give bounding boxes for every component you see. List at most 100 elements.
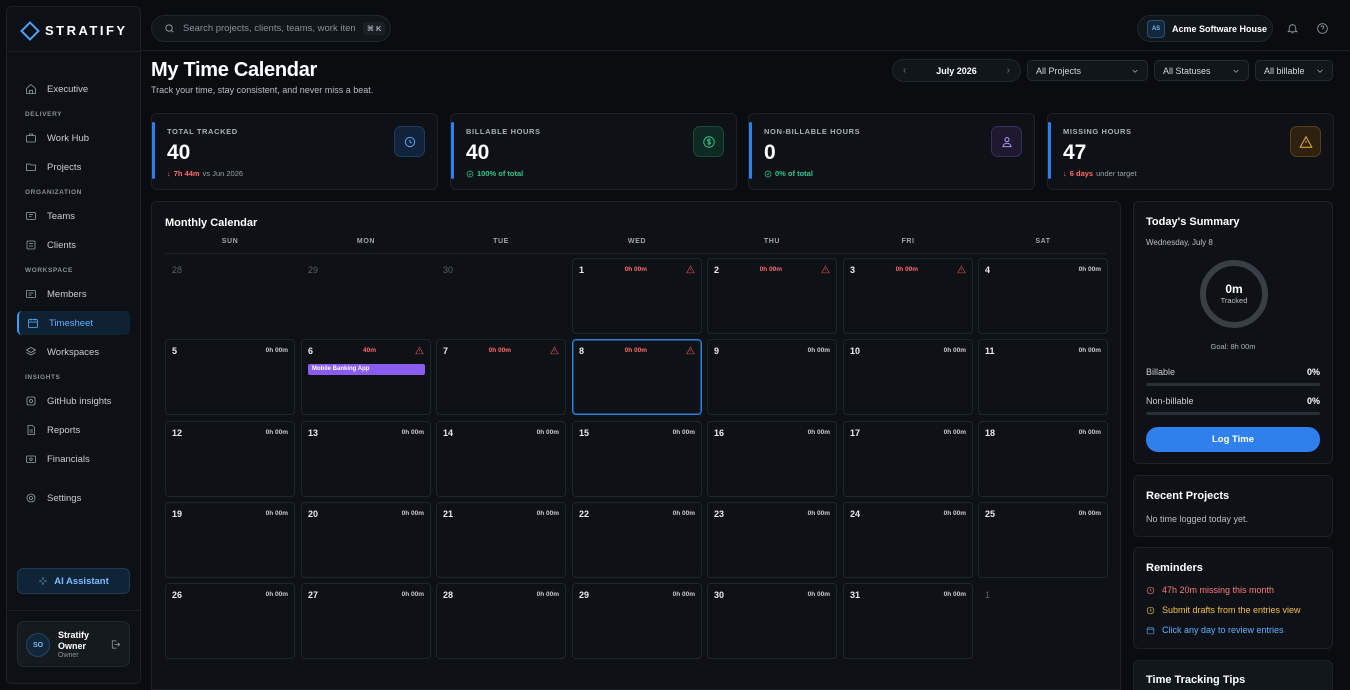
weekday-sun: SUN: [221, 238, 239, 245]
warning-icon: [686, 265, 695, 274]
calendar-day[interactable]: 25 0h 00m: [978, 502, 1108, 578]
calendar-day[interactable]: 27 0h 00m: [301, 583, 431, 659]
sidebar-item-members[interactable]: Members: [17, 282, 130, 306]
chevron-right-icon[interactable]: ›: [1006, 65, 1010, 76]
day-number: 10: [850, 346, 861, 356]
calendar-day[interactable]: 22 0h 00m: [572, 502, 702, 578]
sidebar-item-github-insights[interactable]: GitHub insights: [17, 389, 130, 413]
day-number: 13: [308, 428, 319, 438]
calendar-day[interactable]: 30: [436, 258, 566, 334]
day-number: 28: [172, 265, 183, 275]
calendar-day[interactable]: 30 0h 00m: [707, 583, 837, 659]
calendar-day[interactable]: 21 0h 00m: [436, 502, 566, 578]
workspace-switcher[interactable]: AS Acme Software House: [1137, 15, 1273, 42]
calendar-day[interactable]: 31 0h 00m: [843, 583, 973, 659]
bell-icon[interactable]: [1286, 22, 1299, 35]
ai-assistant-button[interactable]: AI Assistant: [17, 568, 130, 594]
calendar-day[interactable]: 28: [165, 258, 295, 334]
reminder-review-entries[interactable]: Click any day to review entries: [1146, 625, 1284, 635]
billable-filter[interactable]: All billable: [1255, 60, 1333, 81]
time-entry-chip[interactable]: Mobile Banking App: [308, 364, 425, 375]
sidebar-item-settings[interactable]: Settings: [17, 486, 130, 510]
day-number: 29: [308, 265, 319, 275]
day-number: 1: [985, 590, 991, 600]
tips-title: Time Tracking Tips: [1146, 674, 1246, 686]
monthly-calendar: Monthly Calendar SUN MON TUE WED THU FRI SAT 2…: [151, 201, 1121, 690]
calendar-day[interactable]: 3 0h 00m: [843, 258, 973, 334]
sidebar-item-clients[interactable]: Clients: [17, 233, 130, 257]
projects-filter-value: All Projects: [1036, 65, 1082, 76]
calendar-day[interactable]: 5 0h 00m: [165, 339, 295, 415]
calendar-day[interactable]: 16 0h 00m: [707, 421, 837, 497]
calendar-day[interactable]: 4 0h 00m: [978, 258, 1108, 334]
sidebar-item-label: Timesheet: [49, 317, 93, 329]
day-number: 8: [579, 346, 585, 356]
calendar-title: Monthly Calendar: [165, 217, 258, 229]
calendar-day[interactable]: 9 0h 00m: [707, 339, 837, 415]
user-card[interactable]: SO Stratify Owner Owner: [17, 621, 130, 667]
calendar-day[interactable]: 29 0h 00m: [572, 583, 702, 659]
stat-accent: [152, 122, 155, 179]
statuses-filter[interactable]: All Statuses: [1154, 60, 1249, 81]
arrow-down-icon: ↓: [167, 169, 171, 178]
non-billable-progress-bar: [1146, 412, 1320, 415]
calendar-day[interactable]: 15 0h 00m: [572, 421, 702, 497]
day-number: 16: [714, 428, 725, 438]
non-billable-label: Non-billable: [1146, 396, 1194, 406]
weekday-sat: SAT: [1035, 238, 1051, 245]
sidebar-item-projects[interactable]: Projects: [17, 155, 130, 179]
calendar-day[interactable]: 13 0h 00m: [301, 421, 431, 497]
calendar-day[interactable]: 1 0h 00m: [572, 258, 702, 334]
calendar-day[interactable]: 12 0h 00m: [165, 421, 295, 497]
sidebar-item-label: Financials: [47, 453, 90, 465]
sidebar-item-work-hub[interactable]: Work Hub: [17, 126, 130, 150]
chevron-left-icon[interactable]: ‹: [903, 65, 907, 76]
calendar-day[interactable]: 11 0h 00m: [978, 339, 1108, 415]
page-subtitle: Track your time, stay consistent, and ne…: [151, 85, 374, 95]
search-icon: [165, 24, 174, 33]
weekday-wed: WED: [627, 238, 647, 245]
reminder-missing-hours[interactable]: 47h 20m missing this month: [1146, 585, 1274, 595]
calendar-day[interactable]: 1: [978, 583, 1108, 659]
sidebar-item-label: Executive: [47, 83, 89, 95]
sidebar-item-reports[interactable]: Reports: [17, 418, 130, 442]
calendar-day[interactable]: 7 0h 00m: [436, 339, 566, 415]
sidebar-item-label: GitHub insights: [47, 395, 112, 407]
calendar-day[interactable]: 29: [301, 258, 431, 334]
warning-icon: [550, 346, 559, 355]
calendar-day[interactable]: 24 0h 00m: [843, 502, 973, 578]
clients-icon: [26, 240, 36, 250]
calendar-day[interactable]: 28 0h 00m: [436, 583, 566, 659]
calendar-day[interactable]: 2 0h 00m: [707, 258, 837, 334]
search-input[interactable]: [183, 23, 355, 34]
calendar-day[interactable]: 18 0h 00m: [978, 421, 1108, 497]
calendar-day[interactable]: 26 0h 00m: [165, 583, 295, 659]
sidebar-item-executive[interactable]: Executive: [17, 77, 130, 101]
sidebar-item-workspaces[interactable]: Workspaces: [17, 340, 130, 364]
projects-filter[interactable]: All Projects: [1027, 60, 1148, 81]
weekday-thu: THU: [763, 238, 781, 245]
app-logo[interactable]: STRATIFY: [20, 20, 128, 41]
sidebar-item-financials[interactable]: Financials: [17, 447, 130, 471]
calendar-day[interactable]: 10 0h 00m: [843, 339, 973, 415]
calendar-day[interactable]: 6 40m Mobile Banking App: [301, 339, 431, 415]
sidebar-item-timesheet[interactable]: Timesheet: [17, 311, 130, 335]
todays-summary-panel: Today's Summary Wednesday, July 8 0m Tra…: [1133, 201, 1333, 464]
calendar-day[interactable]: 19 0h 00m: [165, 502, 295, 578]
calendar-day[interactable]: 23 0h 00m: [707, 502, 837, 578]
log-time-button[interactable]: Log Time: [1146, 427, 1320, 452]
calendar-day[interactable]: 17 0h 00m: [843, 421, 973, 497]
stat-label: TOTAL TRACKED: [167, 127, 238, 136]
day-hours: 0h 00m: [488, 347, 511, 354]
help-icon[interactable]: [1316, 22, 1329, 35]
calendar-day[interactable]: 20 0h 00m: [301, 502, 431, 578]
sidebar-item-teams[interactable]: Teams: [17, 204, 130, 228]
day-number: 27: [308, 590, 319, 600]
day-hours: 0h 00m: [1078, 429, 1101, 436]
reminder-submit-drafts[interactable]: Submit drafts from the entries view: [1146, 605, 1301, 615]
calendar-day[interactable]: 14 0h 00m: [436, 421, 566, 497]
day-number: 18: [985, 428, 996, 438]
logout-icon[interactable]: [110, 639, 121, 650]
calendar-day-today[interactable]: 8 0h 00m: [572, 339, 702, 415]
layers-icon: [25, 347, 37, 356]
